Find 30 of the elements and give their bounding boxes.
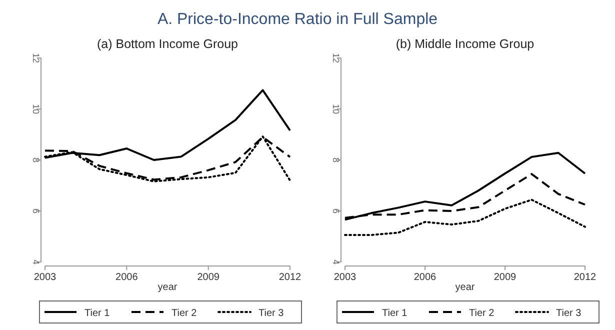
legend-label: Tier 3	[258, 308, 284, 319]
x-tick-label: 2009	[494, 272, 517, 283]
x-tick-label: 2012	[574, 272, 597, 283]
x-tick-label: 2003	[334, 272, 357, 283]
chart-subtitle: (b) Middle Income Group	[396, 37, 534, 51]
legend-label: Tier 3	[556, 308, 582, 319]
legend-label: Tier 2	[172, 308, 198, 319]
legend-label: Tier 1	[84, 308, 110, 319]
y-tick-label: 10	[331, 104, 341, 114]
y-tick-label: 12	[331, 52, 341, 64]
x-axis-title: year	[455, 282, 476, 293]
y-tick-label: 12	[31, 52, 41, 64]
x-tick-label: 2003	[34, 272, 57, 283]
y-tick-label: 4	[31, 259, 41, 265]
chart-title: A. Price-to-Income Ratio in Full Sample	[157, 11, 438, 28]
x-axis-title: year	[158, 282, 178, 293]
y-tick-label: 10	[31, 104, 41, 114]
y-tick-label: 4	[331, 259, 341, 265]
x-tick-label: 2006	[414, 272, 437, 283]
y-tick-label: 8	[31, 157, 41, 163]
y-tick-label: 6	[31, 208, 41, 214]
x-tick-label: 2012	[278, 272, 302, 283]
x-tick-label: 2009	[197, 272, 220, 283]
x-tick-label: 2006	[116, 272, 138, 283]
legend-label: Tier 2	[469, 308, 495, 319]
chart-subtitle: (a) Bottom Income Group	[96, 37, 238, 51]
y-tick-label: 8	[331, 157, 341, 163]
legend-label: Tier 1	[382, 308, 408, 319]
y-tick-label: 6	[331, 208, 341, 214]
line-series	[344, 198, 586, 236]
